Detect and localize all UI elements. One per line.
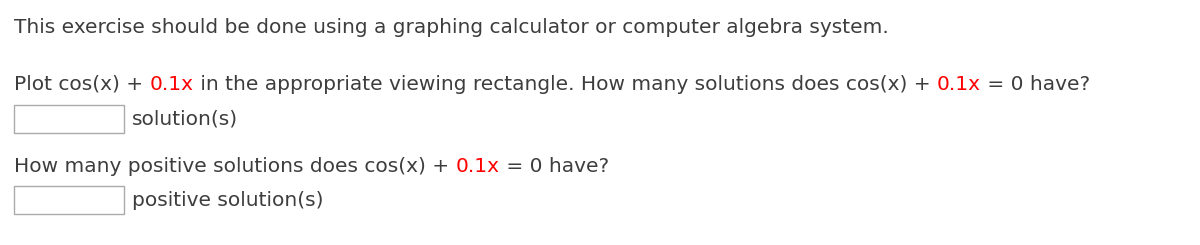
Text: 0.1x: 0.1x [456, 157, 499, 176]
Text: 0.1x: 0.1x [936, 75, 980, 94]
Text: This exercise should be done using a graphing calculator or computer algebra sys: This exercise should be done using a gra… [14, 18, 889, 37]
Text: = 0 have?: = 0 have? [980, 75, 1090, 94]
Text: in the appropriate viewing rectangle. How many solutions does cos(x) +: in the appropriate viewing rectangle. Ho… [193, 75, 936, 94]
Text: 0.1x: 0.1x [150, 75, 193, 94]
Text: positive solution(s): positive solution(s) [132, 191, 324, 209]
Text: Plot cos(x) +: Plot cos(x) + [14, 75, 150, 94]
Text: How many positive solutions does cos(x) +: How many positive solutions does cos(x) … [14, 157, 456, 176]
Text: = 0 have?: = 0 have? [499, 157, 608, 176]
Text: solution(s): solution(s) [132, 110, 238, 128]
